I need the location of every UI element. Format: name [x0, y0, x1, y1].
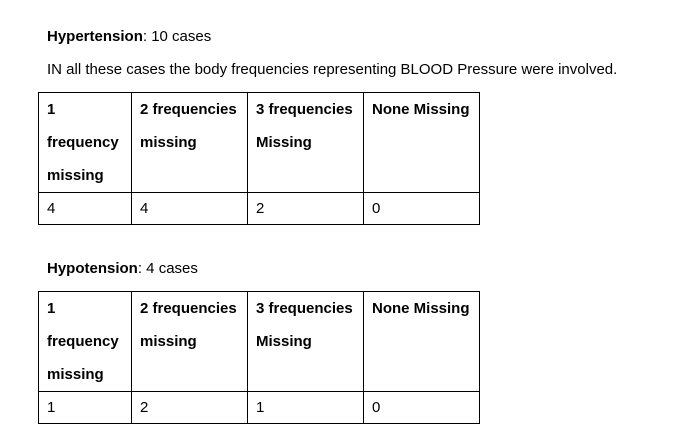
header-cell: 1 frequency missing — [38, 291, 132, 392]
hypertension-note: IN all these cases the body frequencies … — [47, 61, 618, 78]
header-cell: 3 frequencies Missing — [247, 92, 364, 193]
header-cell: 2 frequencies missing — [131, 92, 248, 193]
value-cell: 2 — [131, 391, 248, 424]
hypotension-heading: Hypotension: 4 cases — [47, 260, 198, 278]
hypertension-count: : 10 cases — [142, 28, 212, 45]
header-cell: None Missing — [363, 291, 480, 392]
hypertension-table: 1 frequency missing 2 frequencies missin… — [38, 92, 480, 225]
header-cell: 3 frequencies Missing — [247, 291, 364, 392]
table-header-row: 1 frequency missing 2 frequencies missin… — [38, 92, 480, 193]
value-cell: 0 — [363, 192, 480, 225]
table-row: 4 4 2 0 — [38, 192, 480, 225]
hypertension-label: Hypertension — [47, 28, 143, 45]
hypotension-label: Hypotension — [47, 260, 138, 277]
hypotension-table: 1 frequency missing 2 frequencies missin… — [38, 291, 480, 424]
value-cell: 4 — [131, 192, 248, 225]
value-cell: 1 — [247, 391, 364, 424]
table-header-row: 1 frequency missing 2 frequencies missin… — [38, 291, 480, 392]
table-row: 1 2 1 0 — [38, 391, 480, 424]
value-cell: 0 — [363, 391, 480, 424]
hypertension-heading: Hypertension: 10 cases — [47, 28, 211, 46]
value-cell: 2 — [247, 192, 364, 225]
value-cell: 4 — [38, 192, 132, 225]
hypotension-count: : 4 cases — [137, 260, 198, 277]
value-cell: 1 — [38, 391, 132, 424]
header-cell: 1 frequency missing — [38, 92, 132, 193]
header-cell: 2 frequencies missing — [131, 291, 248, 392]
header-cell: None Missing — [363, 92, 480, 193]
